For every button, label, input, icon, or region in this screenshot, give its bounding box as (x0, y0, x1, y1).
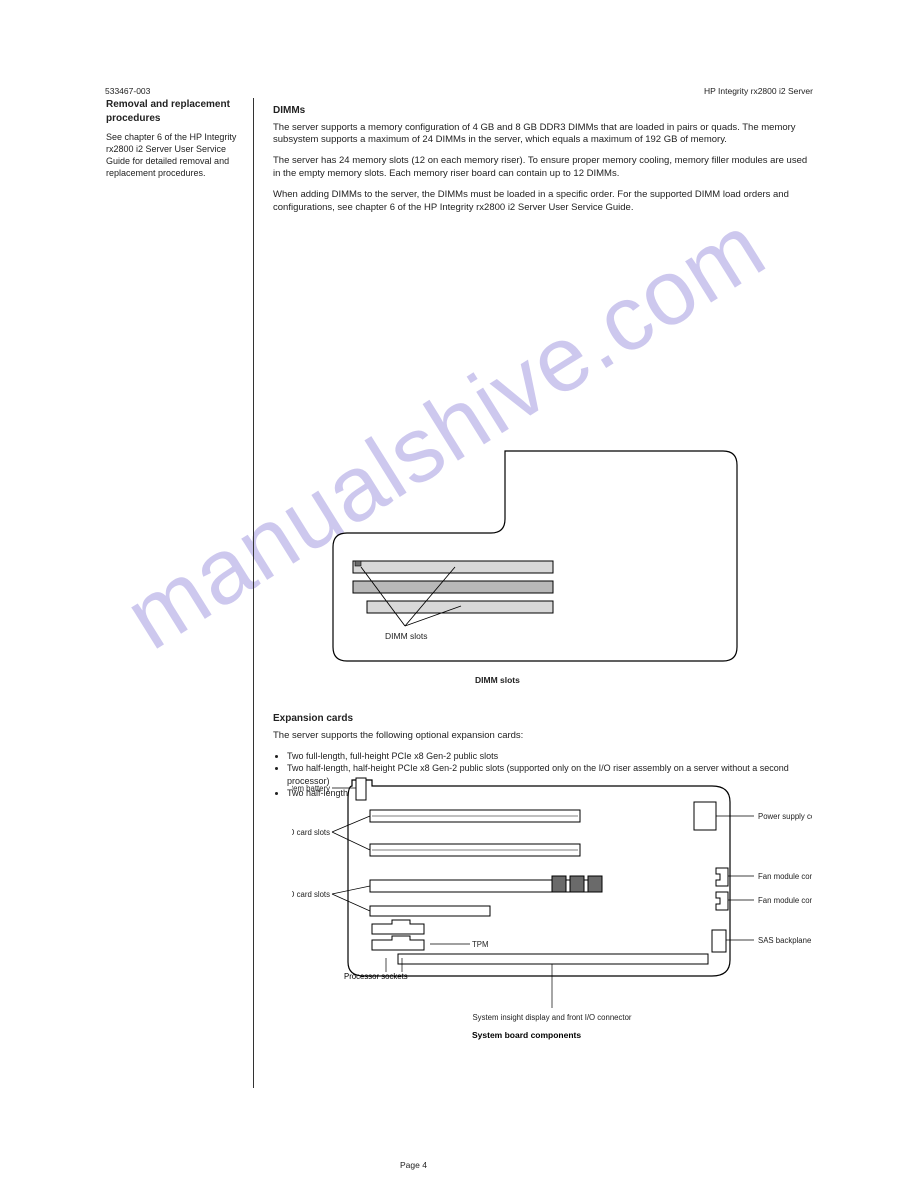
left-body: See chapter 6 of the HP Integrity rx2800… (106, 131, 246, 180)
column-divider (253, 98, 254, 1088)
right-column: DIMMs The server supports a memory confi… (273, 98, 813, 222)
lbl-pcie: PCIe I/O card slots (292, 828, 330, 837)
fig2-power (694, 802, 716, 830)
left-column: Removal and replacement procedures See c… (106, 98, 246, 180)
lbl-proc: Processor sockets (344, 972, 408, 981)
figure-dimm-slots: DIMM slots DIMM slots (305, 443, 755, 693)
lbl-front-io: System insight display and front I/O con… (472, 1013, 631, 1022)
dimm-p3: When adding DIMMs to the server, the DIM… (273, 189, 813, 215)
fig2-bottom-bar (398, 954, 708, 964)
exp-li-0: Two full-length, full-height PCIe x8 Gen… (287, 750, 813, 762)
fig1-callout: DIMM slots (385, 631, 428, 641)
fig2-chip3 (588, 876, 602, 892)
lbl-fan2: Fan module connectors (758, 896, 812, 905)
fig2-battery (356, 778, 366, 800)
fig1-caption: DIMM slots (475, 675, 520, 685)
lbl-power: Power supply connector (758, 812, 812, 821)
fig1-slot1-notch (355, 561, 361, 566)
lbl-fan1: Fan module connectors (758, 872, 812, 881)
header-right: HP Integrity rx2800 i2 Server (704, 86, 813, 96)
header-left: 533467-003 (105, 86, 150, 96)
fig1-svg (305, 443, 765, 673)
lbl-tpm: TPM (472, 940, 488, 949)
fig2-core2 (370, 906, 490, 916)
dimm-p1: The server supports a memory configurati… (273, 122, 813, 148)
lbl-core: Core I/O card slots (292, 890, 330, 899)
fig2-svg: System battery PCIe I/O card slots Core … (292, 772, 812, 1042)
section-expansion-title: Expansion cards (273, 712, 813, 726)
lbl-sas: SAS backplane power connector (758, 936, 812, 945)
section-dimms-title: DIMMs (273, 104, 813, 118)
left-heading: Removal and replacement procedures (106, 98, 246, 125)
fig1-slot1 (353, 561, 553, 573)
fig1-panel-outline (333, 451, 737, 661)
fig1-slot3 (367, 601, 553, 613)
fig2-sas (712, 930, 726, 952)
page-header: 533467-003 HP Integrity rx2800 i2 Server (105, 86, 813, 96)
dimm-p2: The server has 24 memory slots (12 on ea… (273, 155, 813, 181)
fig2-chip1 (552, 876, 566, 892)
page-footer: Page 4 (400, 1160, 427, 1170)
expansion-p4: The server supports the following option… (273, 730, 813, 743)
figure-system-board: System battery PCIe I/O card slots Core … (292, 772, 802, 1052)
fig1-slot2 (353, 581, 553, 593)
fig2-caption: System board components (472, 1030, 581, 1040)
fig2-chip2 (570, 876, 584, 892)
lbl-battery: System battery (292, 784, 330, 793)
